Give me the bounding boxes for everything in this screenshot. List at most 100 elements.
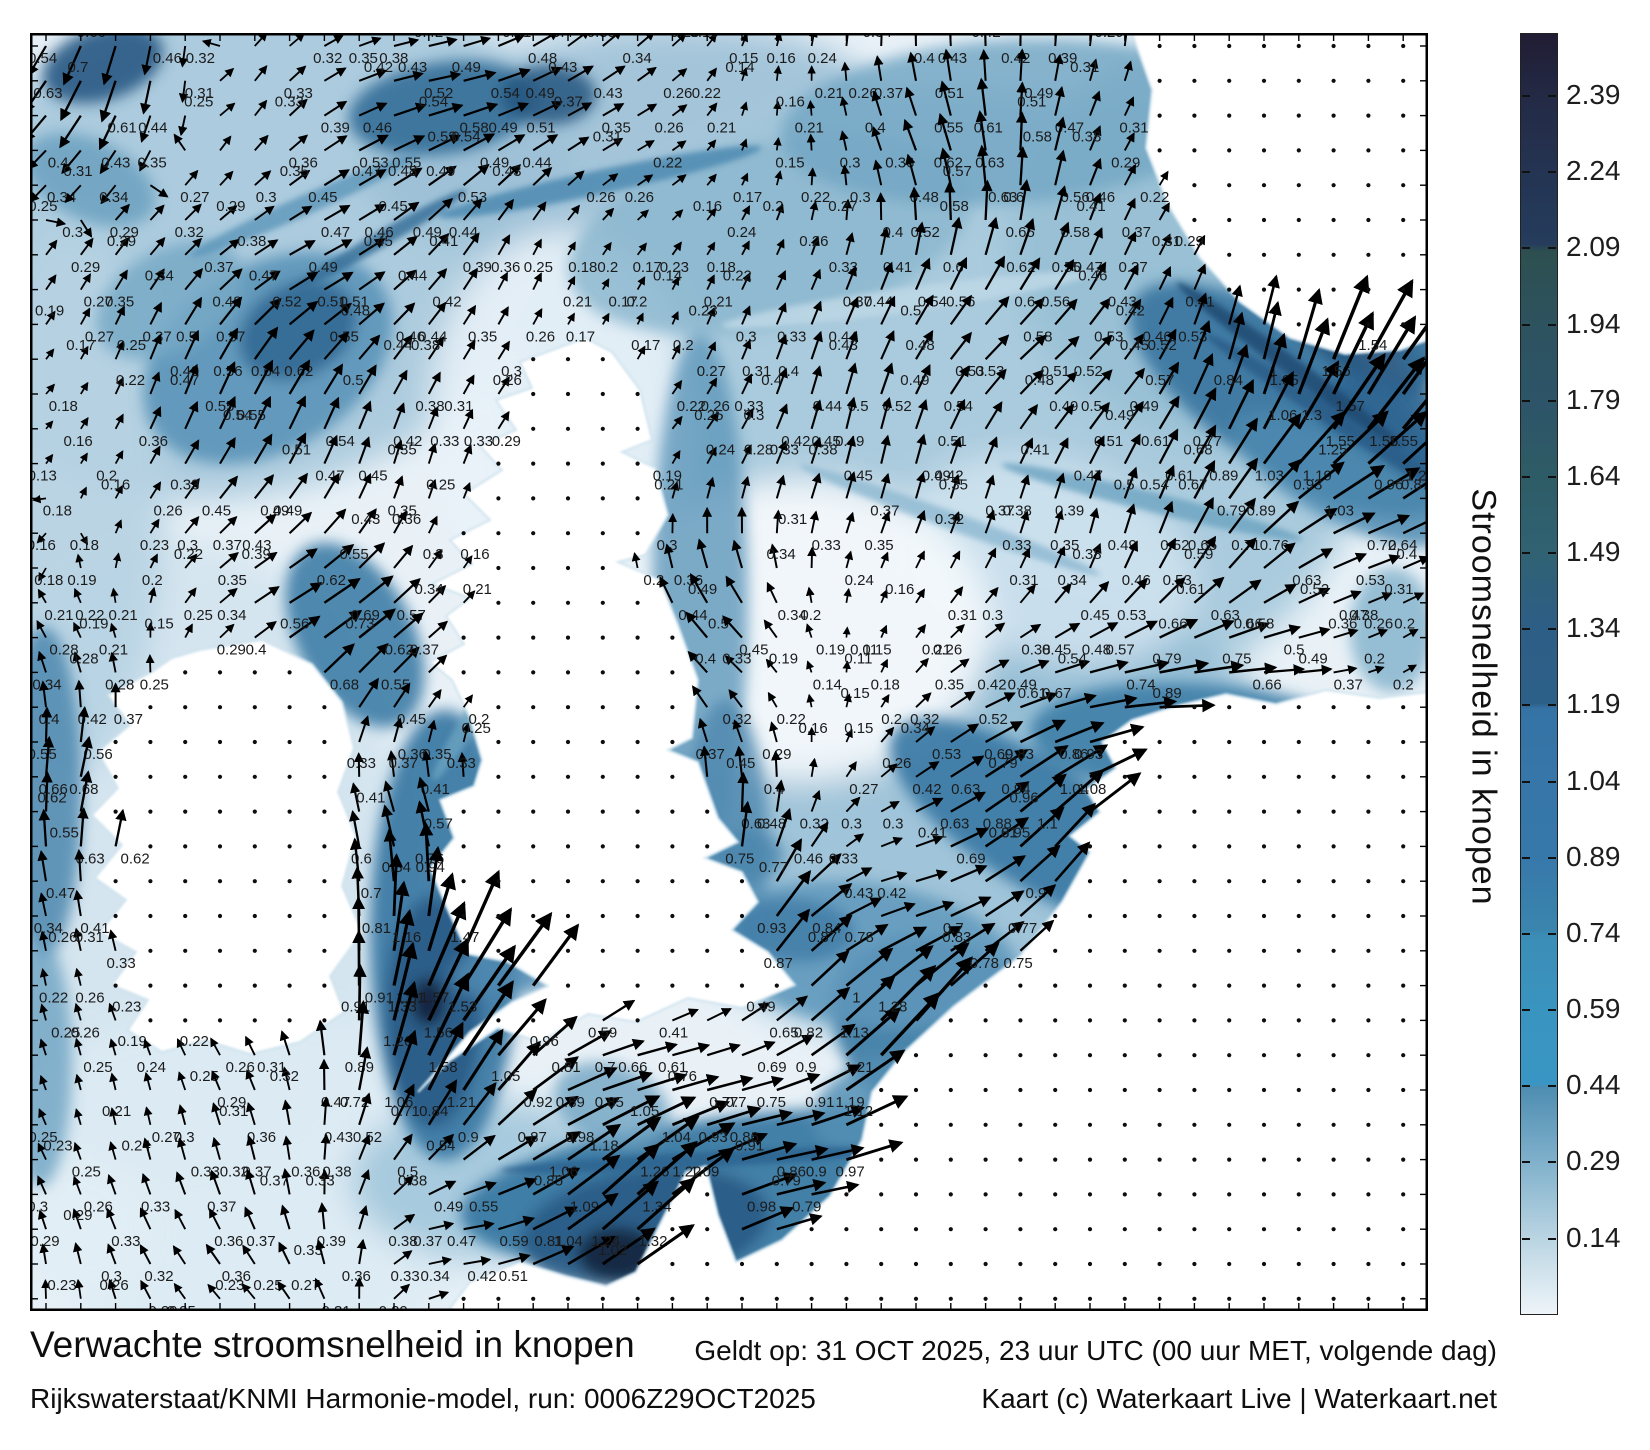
svg-text:0.16: 0.16 xyxy=(690,33,719,41)
svg-text:0.39: 0.39 xyxy=(321,120,350,137)
svg-text:0.21: 0.21 xyxy=(102,1103,131,1120)
svg-text:0.55: 0.55 xyxy=(934,120,963,137)
svg-text:0.36: 0.36 xyxy=(214,1233,243,1250)
svg-text:0.23: 0.23 xyxy=(670,33,699,41)
svg-text:0.24: 0.24 xyxy=(137,1059,166,1076)
svg-text:0.5: 0.5 xyxy=(343,372,364,389)
svg-text:0.51: 0.51 xyxy=(317,294,346,311)
svg-text:0.75: 0.75 xyxy=(757,1094,786,1111)
svg-text:0.34: 0.34 xyxy=(217,607,246,624)
svg-text:0.39: 0.39 xyxy=(317,1233,346,1250)
svg-text:0.14: 0.14 xyxy=(725,59,754,76)
svg-text:0.48: 0.48 xyxy=(1082,642,1111,659)
svg-text:0.27: 0.27 xyxy=(152,1129,181,1146)
svg-text:0.9: 0.9 xyxy=(1026,885,1047,902)
svg-text:0.6: 0.6 xyxy=(1014,294,1035,311)
svg-text:0.29: 0.29 xyxy=(63,1207,92,1224)
svg-text:0.45: 0.45 xyxy=(739,642,768,659)
svg-text:1.1: 1.1 xyxy=(1037,816,1058,833)
land-ireland xyxy=(90,638,364,1056)
colorbar-tick-label: 0.14 xyxy=(1566,1221,1621,1253)
svg-text:0.56: 0.56 xyxy=(280,616,309,633)
svg-text:0.47: 0.47 xyxy=(447,1233,476,1250)
svg-text:0.34: 0.34 xyxy=(32,676,61,693)
svg-text:0.35: 0.35 xyxy=(280,163,309,180)
svg-text:0.86: 0.86 xyxy=(730,1129,759,1146)
svg-text:1.03: 1.03 xyxy=(1255,468,1284,485)
svg-text:0.51: 0.51 xyxy=(499,1268,528,1285)
svg-text:0.53: 0.53 xyxy=(1356,572,1385,589)
svg-text:1.04: 1.04 xyxy=(1060,781,1089,798)
svg-text:0.4: 0.4 xyxy=(761,372,782,389)
svg-text:0.33: 0.33 xyxy=(391,1268,420,1285)
svg-text:0.76: 0.76 xyxy=(1260,537,1289,554)
svg-text:0.42: 0.42 xyxy=(877,885,906,902)
svg-text:0.33: 0.33 xyxy=(170,476,199,493)
svg-text:0.26: 0.26 xyxy=(933,642,962,659)
svg-text:0.46: 0.46 xyxy=(794,850,823,867)
svg-text:0.84: 0.84 xyxy=(1214,372,1243,389)
svg-text:0.49: 0.49 xyxy=(413,224,442,241)
svg-text:0.49: 0.49 xyxy=(1008,676,1037,693)
svg-text:0.42: 0.42 xyxy=(781,433,810,450)
svg-text:0.36: 0.36 xyxy=(398,746,427,763)
svg-text:0.25: 0.25 xyxy=(184,607,213,624)
svg-text:0.26: 0.26 xyxy=(154,502,183,519)
svg-text:0.33: 0.33 xyxy=(111,1233,140,1250)
svg-text:0.47: 0.47 xyxy=(321,224,350,241)
svg-text:0.9: 0.9 xyxy=(806,1164,827,1181)
svg-text:0.57: 0.57 xyxy=(424,816,453,833)
svg-text:0.54: 0.54 xyxy=(491,85,520,102)
svg-text:0.25: 0.25 xyxy=(72,1164,101,1181)
svg-text:0.53: 0.53 xyxy=(458,189,487,206)
svg-text:0.31: 0.31 xyxy=(593,128,622,145)
svg-text:0.33: 0.33 xyxy=(191,1164,220,1181)
svg-text:0.57: 0.57 xyxy=(943,163,972,180)
svg-text:0.63: 0.63 xyxy=(33,85,62,102)
svg-text:0.32: 0.32 xyxy=(144,1268,173,1285)
svg-text:0.45: 0.45 xyxy=(844,468,873,485)
svg-text:0.97: 0.97 xyxy=(836,1164,865,1181)
svg-text:0.81: 0.81 xyxy=(552,1059,581,1076)
svg-text:0.16: 0.16 xyxy=(693,198,722,215)
svg-text:0.16: 0.16 xyxy=(885,581,914,598)
svg-text:0.22: 0.22 xyxy=(777,711,806,728)
svg-text:0.26: 0.26 xyxy=(526,328,555,345)
svg-text:0.38: 0.38 xyxy=(1349,607,1378,624)
svg-text:0.38: 0.38 xyxy=(411,337,440,354)
svg-text:1: 1 xyxy=(1269,363,1277,380)
svg-text:0.61: 0.61 xyxy=(108,120,137,137)
svg-text:1.09: 1.09 xyxy=(690,1164,719,1181)
svg-text:0.81: 0.81 xyxy=(534,1233,563,1250)
svg-text:0.38: 0.38 xyxy=(379,50,408,67)
colorbar-tick-mark xyxy=(1522,95,1530,97)
colorbar-tick-mark xyxy=(1522,399,1530,402)
svg-text:0.45: 0.45 xyxy=(397,711,426,728)
svg-text:0.48: 0.48 xyxy=(1025,372,1054,389)
svg-text:0.42: 0.42 xyxy=(1001,50,1030,67)
svg-text:0.21: 0.21 xyxy=(654,476,683,493)
svg-text:0.31: 0.31 xyxy=(1384,581,1413,598)
svg-text:0.66: 0.66 xyxy=(1253,676,1282,693)
svg-text:1.13: 1.13 xyxy=(840,1024,869,1041)
svg-text:0.26: 0.26 xyxy=(663,85,692,102)
svg-text:0.2: 0.2 xyxy=(1394,616,1415,633)
svg-text:0.35: 0.35 xyxy=(138,154,167,171)
svg-text:0.84: 0.84 xyxy=(812,920,841,937)
svg-text:0.34: 0.34 xyxy=(1058,572,1087,589)
svg-text:0.33: 0.33 xyxy=(284,85,313,102)
colorbar-tick-mark xyxy=(1522,171,1530,174)
svg-text:0.15: 0.15 xyxy=(775,154,804,171)
svg-text:0.43: 0.43 xyxy=(398,59,427,76)
svg-text:0.29: 0.29 xyxy=(110,224,139,241)
svg-text:0.26: 0.26 xyxy=(84,1198,113,1215)
model-run-caption: Rijkswaterstaat/KNMI Harmonie-model, run… xyxy=(30,1383,816,1414)
colorbar-tick-label: 0.29 xyxy=(1566,1145,1621,1177)
svg-text:0.22: 0.22 xyxy=(75,607,104,624)
svg-text:0.79: 0.79 xyxy=(792,1198,821,1215)
svg-text:1.19: 1.19 xyxy=(836,1094,865,1111)
svg-text:0.19: 0.19 xyxy=(118,1033,147,1050)
svg-text:0.76: 0.76 xyxy=(668,1068,697,1085)
svg-text:0.26: 0.26 xyxy=(1364,616,1393,633)
svg-text:0.54: 0.54 xyxy=(419,94,448,111)
